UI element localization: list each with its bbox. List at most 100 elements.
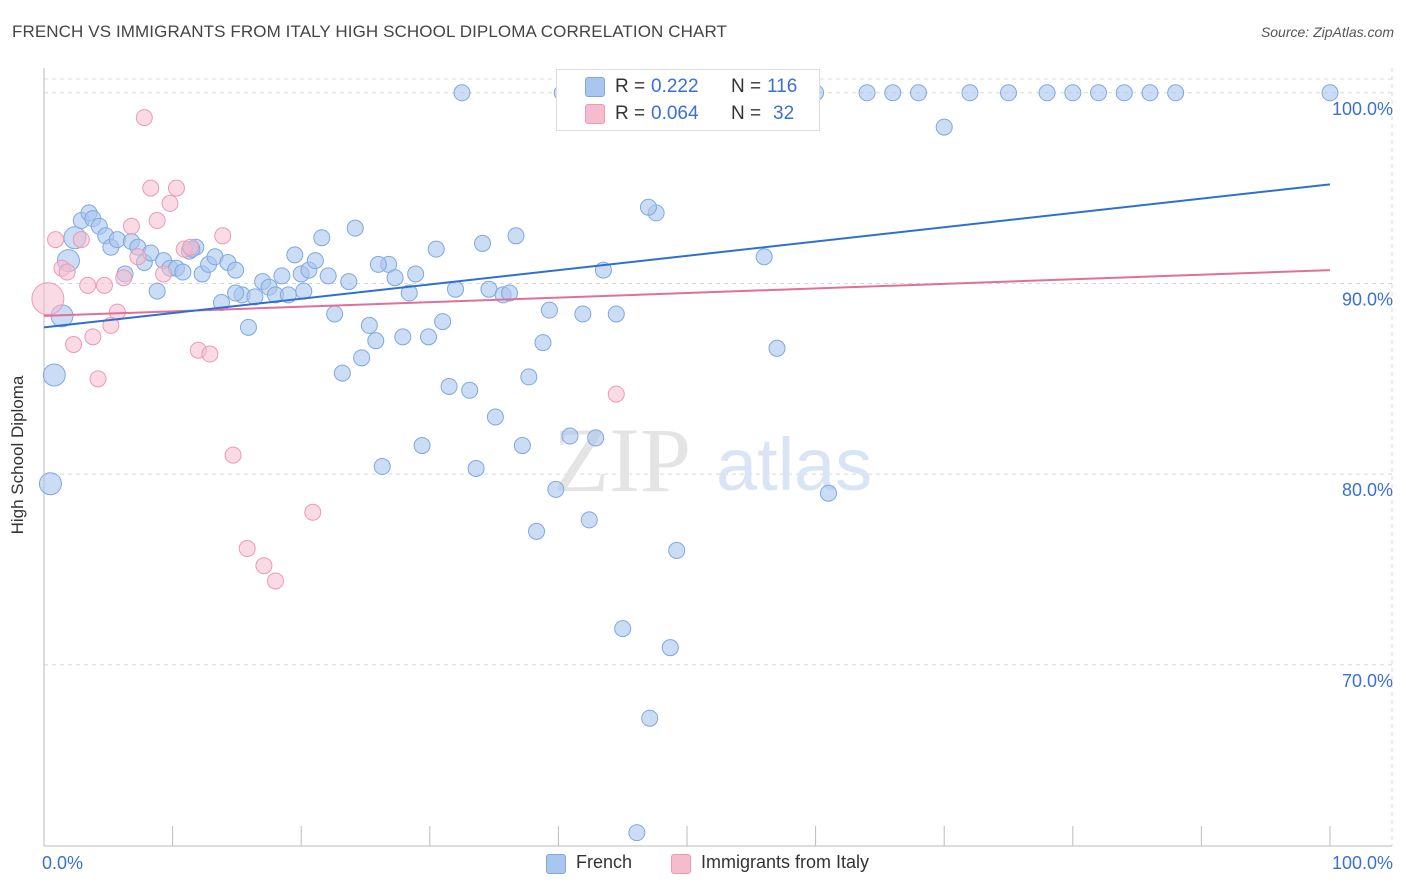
watermark-atlas: atlas	[716, 423, 872, 506]
italy-point-27	[238, 540, 256, 558]
italy-point-28	[255, 557, 273, 575]
y-tick-label-0: 70.0%	[1342, 671, 1393, 691]
x-tick-label-1: 100.0%	[1332, 853, 1393, 873]
chart-title: FRENCH VS IMMIGRANTS FROM ITALY HIGH SCH…	[12, 22, 727, 41]
french-point-57	[413, 437, 431, 455]
italy-swatch	[585, 104, 605, 124]
french-point-79	[561, 427, 579, 445]
french-point-114	[1321, 84, 1339, 102]
french-swatch	[585, 77, 605, 97]
french-point-11	[108, 231, 126, 249]
french-r-label: R =	[615, 76, 646, 97]
french-point-47	[346, 219, 364, 237]
french-point-61	[440, 377, 458, 395]
axes	[43, 68, 1392, 847]
italy-point-16	[142, 179, 160, 197]
french-point-44	[326, 305, 344, 323]
french-point-94	[661, 639, 679, 657]
y-tick-label-2: 90.0%	[1342, 289, 1393, 309]
french-point-46	[340, 273, 358, 291]
french-point-17	[148, 282, 166, 300]
italy-trend-line	[43, 269, 1331, 317]
french-point-51	[373, 458, 391, 476]
italy-point-1	[47, 231, 65, 249]
french-point-58	[420, 328, 438, 346]
french-point-91	[641, 709, 659, 727]
french-point-63	[453, 84, 471, 102]
italy-point-0	[31, 282, 65, 316]
french-point-36	[273, 267, 291, 285]
french-point-108	[1038, 84, 1056, 102]
french-point-75	[534, 334, 552, 352]
italy-point-7	[84, 328, 102, 346]
italy-point-15	[135, 109, 153, 127]
french-point-87	[614, 620, 632, 638]
french-point-116	[295, 282, 313, 300]
legend-item-italy[interactable]: Immigrants from Italy	[671, 852, 911, 876]
italy-r-value: 0.064	[651, 103, 699, 124]
french-point-64	[461, 381, 479, 399]
y-tick-label-3: 100.0%	[1332, 99, 1393, 119]
watermark-zip: ZIP	[553, 409, 691, 511]
french-legend-label: French	[576, 852, 633, 872]
french-n-value: 116	[767, 76, 798, 97]
french-point-21	[174, 263, 192, 281]
italy-point-6	[79, 276, 97, 294]
italy-point-30	[304, 503, 322, 521]
french-point-86	[607, 305, 625, 323]
french-point-115	[639, 198, 657, 216]
french-point-43	[319, 267, 337, 285]
french-point-68	[486, 408, 504, 426]
italy-points	[31, 109, 625, 590]
italy-r-label: R =	[615, 103, 646, 124]
french-point-70	[501, 284, 519, 302]
french-trend-line	[43, 183, 1331, 329]
french-point-55	[400, 284, 418, 302]
french-point-73	[520, 368, 538, 386]
legend-item-french[interactable]: French	[546, 852, 656, 876]
italy-legend-label: Immigrants from Italy	[701, 852, 870, 872]
tick-labels: 70.0% 80.0% 90.0% 100.0% 0.0% 100.0%	[42, 99, 1393, 873]
french-point-95	[668, 541, 686, 559]
french-legend-swatch	[546, 854, 566, 874]
italy-point-14	[129, 248, 147, 266]
french-point-99	[768, 339, 786, 357]
french-point-112	[1141, 84, 1159, 102]
french-point-54	[394, 328, 412, 346]
french-point-117	[369, 255, 387, 273]
french-point-42	[313, 229, 331, 247]
italy-point-22	[182, 238, 200, 256]
italy-point-24	[201, 345, 219, 363]
italy-point-31	[607, 385, 625, 403]
french-point-107	[1000, 84, 1017, 102]
french-point-98	[755, 248, 773, 266]
french-point-110	[1090, 84, 1108, 102]
french-point-71	[507, 227, 525, 245]
french-point-102	[858, 84, 876, 102]
french-point-41	[306, 252, 324, 270]
italy-n-value: 32	[773, 103, 795, 124]
french-point-109	[1064, 84, 1082, 102]
french-point-59	[427, 240, 445, 258]
french-point-111	[1115, 84, 1133, 102]
italy-point-17	[148, 212, 166, 230]
italy-point-20	[167, 179, 185, 197]
italy-point-18	[155, 265, 173, 283]
french-point-104	[909, 84, 927, 102]
french-point-45	[333, 364, 351, 382]
french-point-29	[227, 261, 245, 279]
french-point-53	[386, 269, 404, 287]
trend-lines	[43, 183, 1331, 329]
french-point-67	[480, 280, 498, 298]
italy-point-12	[115, 269, 133, 287]
italy-legend-swatch	[671, 854, 691, 874]
french-point-31	[239, 318, 257, 336]
french-point-101	[819, 484, 837, 502]
french-point-66	[474, 234, 492, 252]
french-point-62	[447, 280, 465, 298]
italy-point-4	[65, 335, 83, 353]
italy-point-26	[224, 446, 242, 464]
italy-point-3	[58, 263, 76, 281]
french-point-60	[434, 313, 452, 331]
